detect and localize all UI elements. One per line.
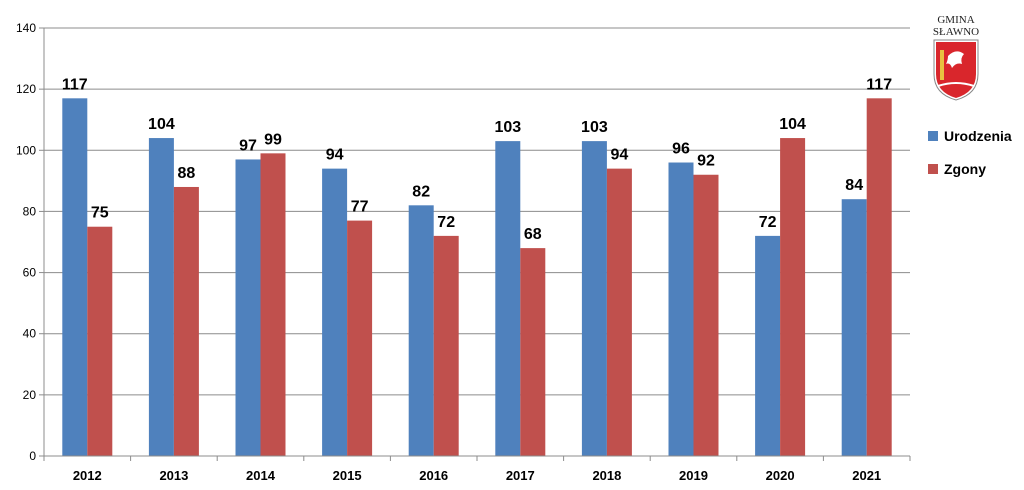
- bar-zgony-2021: [866, 98, 892, 457]
- data-label-urodzenia-2012: 117: [62, 76, 88, 93]
- bar-zgony-2020: [780, 138, 806, 457]
- y-tick-label-100: 100: [16, 143, 36, 157]
- legend-label-urodzenia: Urodzenia: [944, 128, 1012, 144]
- x-tick-label-2019: 2019: [679, 468, 708, 483]
- bar-urodzenia-2017: [495, 141, 521, 456]
- data-label-zgony-2014: 99: [264, 131, 282, 148]
- data-label-zgony-2015: 77: [351, 199, 369, 216]
- data-label-urodzenia-2013: 104: [148, 116, 175, 133]
- data-label-zgony-2016: 72: [437, 214, 455, 231]
- bar-zgony-2019: [693, 174, 719, 456]
- y-tick-label-60: 60: [23, 266, 37, 280]
- bar-urodzenia-2018: [581, 141, 607, 456]
- y-tick-label-40: 40: [23, 327, 37, 341]
- logo-text-line2: SŁAWNO: [933, 26, 979, 38]
- y-tick-label-140: 140: [16, 21, 36, 35]
- data-label-zgony-2019: 92: [697, 153, 715, 170]
- data-label-urodzenia-2021: 84: [845, 177, 863, 194]
- data-label-urodzenia-2015: 94: [326, 147, 344, 164]
- data-label-urodzenia-2019: 96: [672, 141, 690, 158]
- x-axis-tick-labels: 2012 2013 2014 2015 2016 2017 2018 2019 2020 2021: [73, 468, 881, 483]
- x-tick-label-2020: 2020: [766, 468, 795, 483]
- y-tick-label-120: 120: [16, 82, 36, 96]
- coat-of-arms-icon: [933, 39, 979, 101]
- x-tick-label-2012: 2012: [73, 468, 102, 483]
- data-label-zgony-2013: 88: [178, 165, 196, 182]
- data-label-urodzenia-2018: 103: [581, 119, 608, 136]
- bar-zgony-2012: [87, 226, 113, 456]
- bar-urodzenia-2019: [668, 162, 694, 456]
- y-axis-tick-labels: 0 20 40 60 80 100 120 140: [16, 21, 36, 463]
- data-label-urodzenia-2014: 97: [239, 137, 257, 154]
- y-tick-label-0: 0: [29, 449, 36, 463]
- x-tick-label-2015: 2015: [333, 468, 362, 483]
- bar-zgony-2016: [433, 235, 459, 456]
- x-tick-label-2014: 2014: [246, 468, 276, 483]
- data-label-urodzenia-2016: 82: [412, 183, 430, 200]
- legend-item-zgony: Zgony: [928, 157, 1012, 181]
- logo-text-line1: GMINA: [937, 14, 974, 26]
- legend-swatch-urodzenia: [928, 131, 938, 141]
- data-label-urodzenia-2020: 72: [759, 214, 777, 231]
- data-label-urodzenia-2017: 103: [494, 119, 521, 136]
- bar-zgony-2018: [606, 168, 632, 456]
- data-label-zgony-2017: 68: [524, 226, 542, 243]
- legend-swatch-zgony: [928, 164, 938, 174]
- legend-label-zgony: Zgony: [944, 161, 986, 177]
- data-label-zgony-2021: 117: [866, 76, 892, 93]
- bar-urodzenia-2014: [235, 159, 261, 456]
- bar-zgony-2015: [347, 220, 373, 456]
- x-tick-label-2013: 2013: [159, 468, 188, 483]
- bar-zgony-2014: [260, 153, 286, 457]
- x-tick-label-2016: 2016: [419, 468, 448, 483]
- bar-urodzenia-2020: [755, 235, 781, 456]
- x-tick-label-2017: 2017: [506, 468, 535, 483]
- data-label-zgony-2012: 75: [91, 205, 109, 222]
- bars: [62, 98, 892, 457]
- bar-urodzenia-2015: [322, 168, 348, 456]
- data-label-zgony-2020: 104: [779, 116, 806, 133]
- y-tick-label-20: 20: [23, 388, 37, 402]
- x-tick-label-2018: 2018: [592, 468, 621, 483]
- legend: Urodzenia Zgony: [928, 124, 1012, 190]
- gmina-slawno-logo: GMINA SŁAWNO: [933, 14, 979, 101]
- x-tick-label-2021: 2021: [852, 468, 881, 483]
- bar-urodzenia-2021: [841, 199, 867, 456]
- bar-urodzenia-2013: [148, 138, 174, 457]
- axes: [43, 28, 911, 461]
- bar-zgony-2017: [520, 248, 546, 456]
- bar-urodzenia-2012: [62, 98, 88, 457]
- y-tick-label-80: 80: [23, 204, 37, 218]
- legend-item-urodzenia: Urodzenia: [928, 124, 1012, 148]
- bar-zgony-2013: [173, 186, 199, 456]
- data-label-zgony-2018: 94: [611, 147, 629, 164]
- bar-urodzenia-2016: [408, 205, 434, 456]
